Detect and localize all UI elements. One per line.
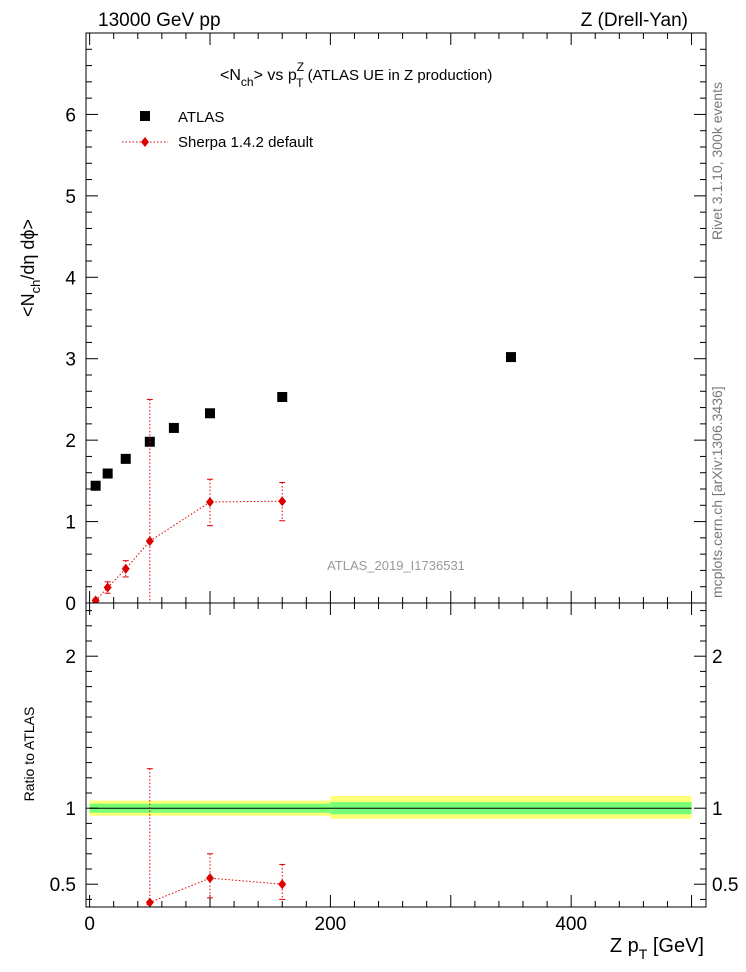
sherpa-data-point — [145, 536, 154, 547]
main-y-axis-label: <Nch/dη dϕ> — [18, 219, 43, 317]
atlas-data-point — [168, 422, 179, 433]
analysis-watermark: ATLAS_2019_I1736531 — [327, 558, 465, 573]
main-y-tick-label: 4 — [65, 268, 76, 289]
sherpa-ratio-point — [278, 879, 287, 890]
legend-atlas-marker — [140, 111, 150, 121]
sherpa-ratio-line — [143, 877, 283, 907]
legend-atlas-label: ATLAS — [178, 109, 224, 126]
main-axis-ticks — [86, 33, 706, 604]
mcplots-reference-label: mcplots.cern.ch [arXiv:1306.3436] — [709, 386, 725, 598]
ratio-y-tick-label-right: 2 — [712, 647, 723, 668]
ratio-plot-panel: 0.5 0.5 1 1 2 2 0 200 400 Ratio to ATLAS Z pT [… — [21, 602, 739, 962]
x-tick-label: 400 — [555, 914, 587, 935]
sherpa-data-point — [278, 496, 287, 507]
sherpa-data-point — [206, 497, 214, 508]
atlas-data-point — [120, 453, 131, 464]
x-tick-labels: 0 200 400 — [84, 914, 587, 935]
x-tick-label: 0 — [84, 914, 95, 935]
sherpa-ratio-point — [122, 919, 130, 929]
atlas-data-point — [277, 391, 288, 402]
title-part-c: (ATLAS UE in Z production) — [303, 67, 492, 84]
main-y-tick-label: 2 — [65, 431, 76, 452]
ratio-y-tick-label: 2 — [65, 647, 76, 668]
main-y-tick-label: 5 — [65, 187, 76, 208]
ylabel-part-a: <N — [18, 293, 38, 317]
ratio-axis-ticks — [86, 603, 706, 907]
legend: ATLAS Sherpa 1.4.2 default — [122, 109, 314, 151]
x-axis-label: Z pT [GeV] — [610, 935, 704, 962]
ylabel-part-a-sub: ch — [28, 280, 43, 294]
main-y-tick-label: 3 — [65, 350, 76, 371]
ratio-y-tick-labels: 0.5 0.5 1 1 2 2 — [50, 647, 739, 896]
title-part-b-sub: T — [296, 76, 304, 90]
main-y-tick-label: 6 — [65, 105, 76, 126]
main-y-tick-labels: 0 1 2 3 4 5 6 — [65, 105, 76, 615]
sherpa-ratio-point — [145, 897, 154, 907]
legend-sherpa-label: Sherpa 1.4.2 default — [178, 134, 314, 151]
ratio-y-tick-label: 0.5 — [50, 875, 76, 896]
sherpa-data-point — [121, 563, 130, 574]
ratio-y-tick-label-right: 0.5 — [712, 875, 738, 896]
x-tick-label: 200 — [315, 914, 347, 935]
main-data-layer — [90, 352, 516, 603]
sherpa-ratio-point — [206, 873, 214, 884]
title-part-b: > vs p — [254, 67, 297, 84]
rivet-version-label: Rivet 3.1.10, 300k events — [709, 82, 725, 240]
main-plot-title: <Nch> vs pZ T (ATLAS UE in Z production) — [220, 60, 492, 90]
xlabel-part-a-sub: T — [639, 946, 648, 962]
xlabel-part-a: Z p — [610, 935, 639, 957]
atlas-data-point — [205, 408, 215, 419]
atlas-data-point — [90, 480, 101, 491]
ratio-plot-frame — [85, 602, 707, 908]
title-part-a-sub: ch — [241, 75, 254, 89]
title-part-a: <N — [220, 67, 241, 84]
ratio-y-tick-label-right: 1 — [712, 799, 723, 820]
ratio-y-axis-label: Ratio to ATLAS — [21, 707, 37, 802]
sherpa-line — [95, 500, 283, 601]
header-process-label: Z (Drell-Yan) — [581, 10, 688, 31]
ratio-y-tick-label: 1 — [65, 799, 76, 820]
sherpa-data-point — [103, 582, 112, 593]
ratio-data-layer — [122, 768, 287, 929]
header-energy-label: 13000 GeV pp — [98, 10, 221, 31]
atlas-data-point — [102, 468, 113, 479]
sherpa-data-point — [91, 595, 100, 603]
atlas-data-point — [505, 352, 516, 363]
main-y-tick-label: 1 — [65, 513, 76, 534]
title-part-b-sup: Z — [297, 60, 304, 74]
ylabel-part-b: /dη dϕ> — [18, 219, 38, 280]
legend-sherpa-marker — [141, 137, 149, 147]
ratio-uncertainty-bands — [89, 796, 692, 819]
main-y-tick-label: 0 — [65, 594, 76, 615]
xlabel-part-b: [GeV] — [647, 935, 704, 957]
